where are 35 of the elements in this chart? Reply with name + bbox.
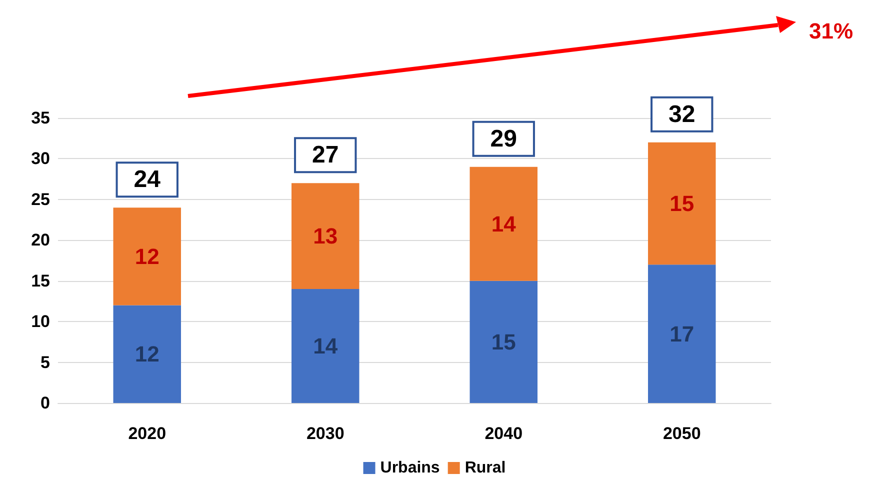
- data-label: 13: [313, 224, 338, 249]
- data-label: 15: [491, 329, 516, 354]
- y-tick-label: 10: [31, 312, 50, 332]
- y-tick-label: 30: [31, 149, 50, 168]
- total-label: 24: [134, 166, 162, 194]
- y-tick-label: 20: [31, 230, 50, 250]
- total-label: 32: [668, 100, 696, 128]
- bar: [292, 183, 360, 289]
- bar: [113, 208, 181, 306]
- data-label: 17: [670, 321, 694, 346]
- x-tick-label: 2040: [484, 424, 523, 443]
- legend-label: Rural: [464, 460, 506, 476]
- legend-label: Urbains: [380, 460, 440, 476]
- data-label: 14: [491, 211, 517, 236]
- y-tick-label: 15: [31, 271, 50, 290]
- bar: [292, 289, 360, 403]
- total-label: 27: [312, 142, 339, 169]
- x-tick-label: 2050: [662, 424, 701, 443]
- x-tick-label: 2030: [306, 424, 344, 443]
- y-tick-label: 5: [40, 352, 50, 372]
- data-label: 12: [134, 244, 160, 269]
- y-tick-label: 35: [31, 108, 50, 128]
- y-tick-label: 25: [31, 190, 50, 209]
- y-tick-label: 0: [40, 394, 50, 412]
- bar: [470, 166, 538, 281]
- bar: [648, 142, 716, 265]
- data-label: 12: [134, 342, 160, 367]
- x-tick-label: 2020: [128, 424, 166, 443]
- bar: [113, 305, 181, 403]
- bar: [648, 264, 716, 403]
- data-label: 15: [670, 191, 694, 216]
- total-label: 29: [490, 125, 517, 152]
- text: 31%: [808, 18, 854, 44]
- bar: [470, 280, 538, 403]
- data-label: 14: [313, 334, 338, 358]
